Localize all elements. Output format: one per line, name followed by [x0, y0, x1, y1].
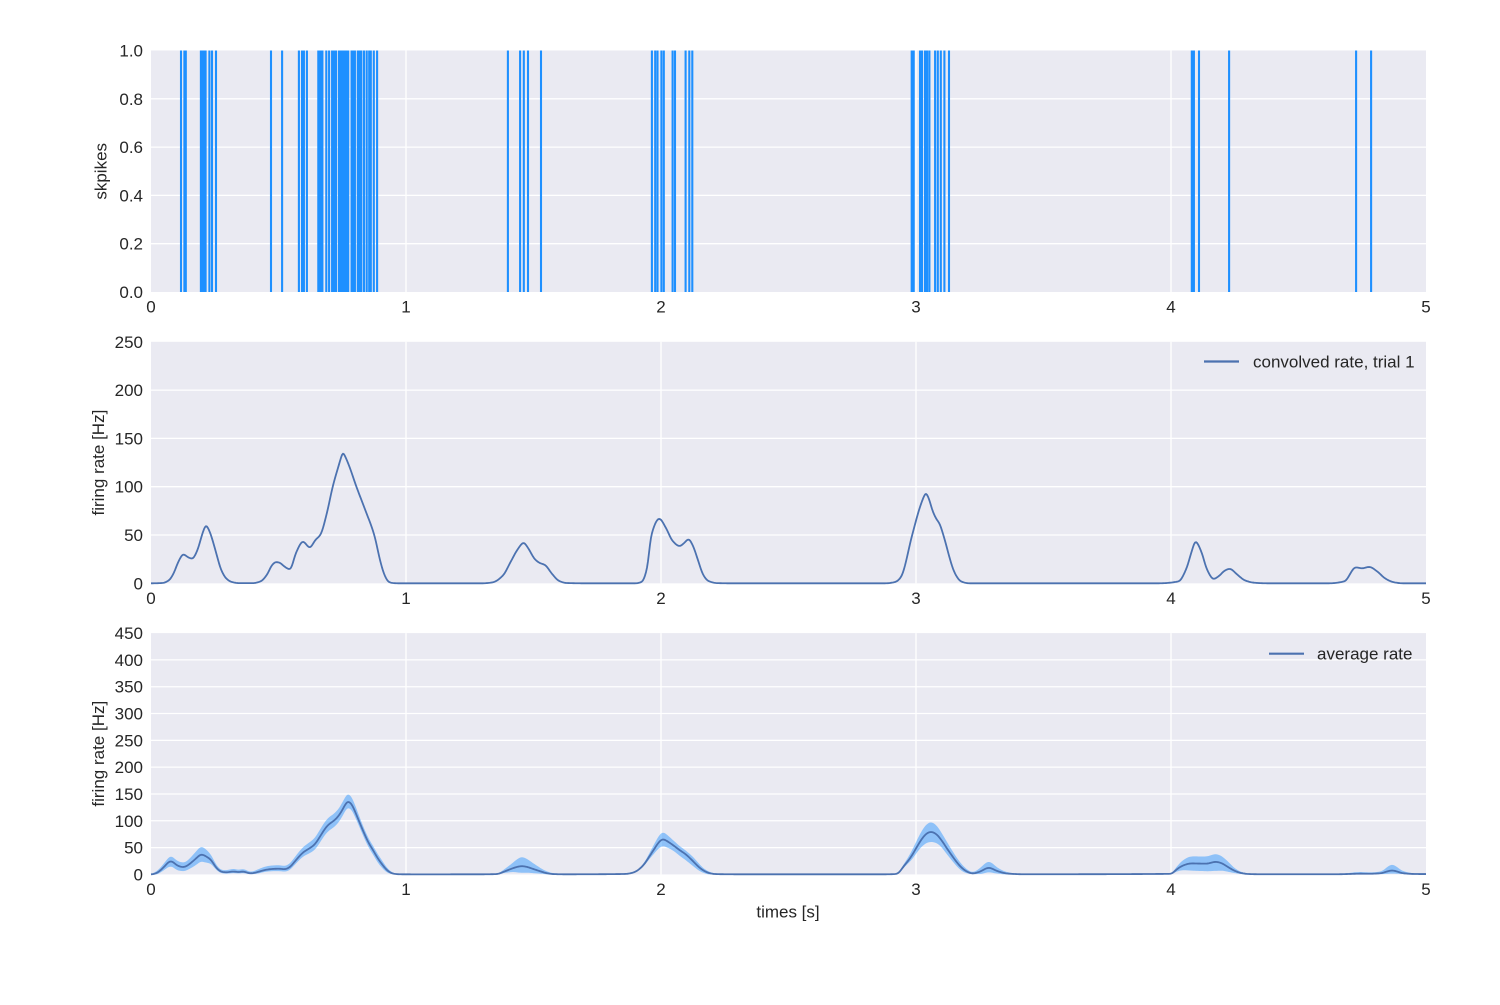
svg-text:0: 0	[146, 589, 155, 608]
svg-text:0.2: 0.2	[119, 235, 143, 254]
svg-text:1: 1	[401, 880, 410, 899]
svg-text:5: 5	[1421, 589, 1430, 608]
svg-text:firing rate [Hz]: firing rate [Hz]	[89, 701, 108, 807]
svg-text:1.0: 1.0	[119, 42, 143, 61]
svg-text:250: 250	[115, 731, 143, 750]
svg-text:convolved rate, trial 1: convolved rate, trial 1	[1253, 353, 1415, 372]
svg-text:150: 150	[115, 429, 143, 448]
svg-text:0: 0	[134, 574, 143, 593]
svg-text:firing rate [Hz]: firing rate [Hz]	[89, 410, 108, 516]
svg-text:1: 1	[401, 298, 410, 317]
svg-text:3: 3	[911, 298, 920, 317]
svg-text:3: 3	[911, 880, 920, 899]
svg-text:4: 4	[1166, 589, 1175, 608]
svg-text:100: 100	[115, 478, 143, 497]
svg-text:50: 50	[124, 839, 143, 858]
svg-text:1: 1	[401, 589, 410, 608]
svg-text:200: 200	[115, 381, 143, 400]
svg-text:150: 150	[115, 785, 143, 804]
svg-text:0.4: 0.4	[119, 186, 143, 205]
svg-text:0: 0	[146, 880, 155, 899]
svg-text:0: 0	[146, 298, 155, 317]
svg-text:0.0: 0.0	[119, 283, 143, 302]
svg-text:350: 350	[115, 678, 143, 697]
svg-text:2: 2	[656, 880, 665, 899]
svg-text:200: 200	[115, 758, 143, 777]
svg-text:100: 100	[115, 812, 143, 831]
svg-text:0.6: 0.6	[119, 138, 143, 157]
svg-text:2: 2	[656, 298, 665, 317]
svg-text:250: 250	[115, 333, 143, 352]
svg-text:skpikes: skpikes	[92, 143, 111, 200]
svg-text:times [s]: times [s]	[756, 903, 819, 922]
svg-text:5: 5	[1421, 298, 1430, 317]
svg-text:3: 3	[911, 589, 920, 608]
svg-text:300: 300	[115, 705, 143, 724]
svg-text:0.8: 0.8	[119, 90, 143, 109]
svg-text:average rate: average rate	[1317, 645, 1412, 664]
svg-text:50: 50	[124, 526, 143, 545]
svg-text:0: 0	[134, 865, 143, 884]
svg-text:4: 4	[1166, 298, 1175, 317]
svg-text:5: 5	[1421, 880, 1430, 899]
svg-text:4: 4	[1166, 880, 1175, 899]
svg-text:400: 400	[115, 651, 143, 670]
svg-text:2: 2	[656, 589, 665, 608]
svg-text:450: 450	[115, 624, 143, 643]
